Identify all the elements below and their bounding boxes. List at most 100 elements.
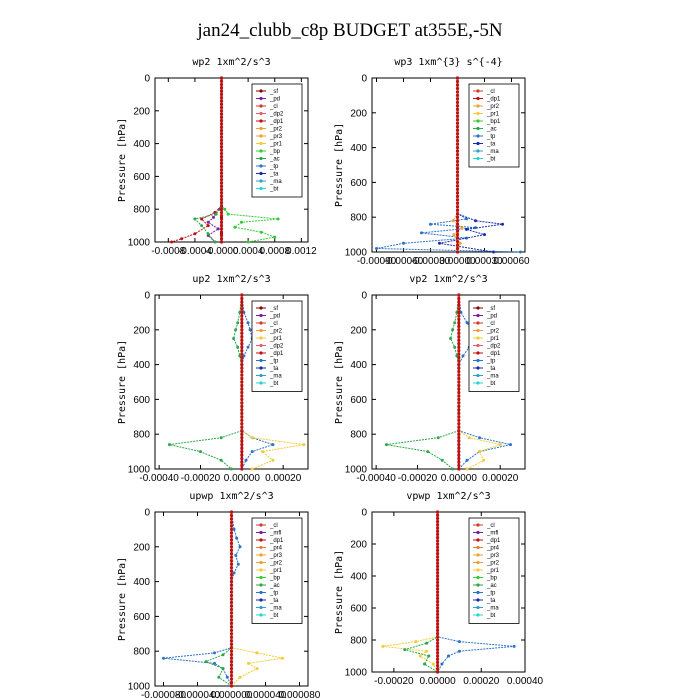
y-tick-label: 600 xyxy=(350,395,367,406)
zero-line-marker xyxy=(457,363,461,367)
zero-line-marker xyxy=(457,418,461,422)
zero-line-marker xyxy=(240,460,244,464)
zero-line-marker xyxy=(455,156,460,160)
zero-line-marker xyxy=(229,513,234,518)
zero-line-marker xyxy=(229,600,234,605)
zero-line-marker xyxy=(240,352,244,356)
plot-frame xyxy=(371,511,526,673)
zero-line-marker xyxy=(455,219,460,223)
zero-line-marker xyxy=(457,352,461,356)
data-point-tp xyxy=(236,562,240,566)
zero-line-marker xyxy=(240,366,244,370)
data-point-tp xyxy=(478,436,481,440)
panel-title: wp3 1xm^{3} s^{-4} xyxy=(394,57,502,68)
zero-line-marker xyxy=(219,135,224,139)
legend-marker-cl xyxy=(476,89,480,93)
legend-label-ac: _ac xyxy=(269,157,280,163)
zero-line-marker xyxy=(457,467,461,471)
y-tick-label: 800 xyxy=(350,213,367,224)
zero-line-marker xyxy=(435,510,440,514)
legend-marker-bt xyxy=(259,381,263,385)
zero-line-marker xyxy=(229,639,234,643)
data-point-ac xyxy=(440,458,444,462)
legend-label-ma: _ma xyxy=(269,374,282,380)
legend-label-dp2: _dp2 xyxy=(269,344,284,350)
zero-line-marker xyxy=(219,122,224,126)
data-point-pr1 xyxy=(478,450,481,454)
zero-line-marker xyxy=(240,331,244,335)
data-point-ac xyxy=(453,345,457,349)
zero-line-marker xyxy=(455,229,460,233)
zero-line-marker xyxy=(457,415,461,419)
zero-line-marker xyxy=(457,443,461,447)
x-tick-label: -0.00060 xyxy=(384,256,424,267)
zero-line-marker xyxy=(219,230,224,234)
zero-line-marker xyxy=(457,436,461,440)
data-point-tp xyxy=(447,654,450,658)
data-point-pr1 xyxy=(250,467,254,471)
data-point-tp xyxy=(244,458,248,462)
data-point-ac xyxy=(217,675,221,679)
y-tick-label: 400 xyxy=(133,139,150,150)
zero-line-marker xyxy=(435,542,440,546)
x-tick-label: 0.000040 xyxy=(245,690,287,700)
data-point-ac xyxy=(238,354,242,358)
zero-line-marker xyxy=(455,146,460,150)
legend-label-pr1: _pr1 xyxy=(269,142,283,148)
data-point-ac xyxy=(213,240,217,244)
legend-label-pr4: _pr4 xyxy=(269,546,283,552)
zero-line-marker xyxy=(435,513,440,517)
zero-line-marker xyxy=(219,86,224,90)
zero-line-marker xyxy=(435,545,440,549)
data-point-pr2 xyxy=(452,233,456,237)
x-tick-label: -0.00020 xyxy=(398,473,438,484)
zero-line-marker xyxy=(455,111,460,115)
data-point-tp xyxy=(465,458,469,462)
zero-line-marker xyxy=(455,205,460,209)
y-tick-label: 0 xyxy=(361,508,367,519)
legend-marker-dp1 xyxy=(259,119,263,123)
chart-panel-4: vp2 1xm^2/s^3 0 200 400 600 800 1000-0.00040 -0… xyxy=(334,274,526,484)
y-axis-label: Pressure [hPa] xyxy=(334,340,345,424)
x-tick-label: -0.0004 xyxy=(178,246,212,257)
zero-line-marker xyxy=(435,657,440,661)
zero-line-marker xyxy=(435,622,440,626)
zero-line-marker xyxy=(229,628,234,632)
data-point-tp xyxy=(242,354,246,358)
zero-line-marker xyxy=(240,338,244,342)
legend-label-bp1: _bp1 xyxy=(486,119,501,125)
zero-line-marker xyxy=(240,376,244,381)
data-point-tp xyxy=(420,231,423,235)
zero-line-marker xyxy=(240,321,244,325)
zero-line-marker xyxy=(455,83,460,87)
data-point-tp xyxy=(248,328,252,332)
zero-line-marker xyxy=(457,293,461,297)
data-point-dp1 xyxy=(200,217,204,221)
zero-line-marker xyxy=(229,614,234,619)
legend-marker-tp xyxy=(259,358,263,363)
y-tick-label: 200 xyxy=(350,325,367,336)
data-point-tp xyxy=(162,656,165,660)
zero-line-marker xyxy=(219,109,224,113)
legend-label-cl: _cl xyxy=(486,321,495,327)
legend-label-bt: _bt xyxy=(486,613,496,619)
zero-line-marker xyxy=(229,597,234,601)
zero-line-marker xyxy=(229,555,234,559)
series-line-ac xyxy=(204,512,232,687)
zero-line-marker xyxy=(457,342,461,346)
zero-line-marker xyxy=(219,184,224,188)
zero-line-marker xyxy=(457,331,461,335)
zero-line-marker xyxy=(240,383,244,388)
legend-label-mfl: _mfl xyxy=(486,531,498,537)
x-tick-label: -0.00020 xyxy=(374,676,414,687)
legend-label-bp: _bp xyxy=(486,576,498,582)
zero-line-marker xyxy=(240,373,244,377)
plot-frame xyxy=(371,77,526,253)
zero-line-marker xyxy=(457,296,461,301)
legend-marker-dp1 xyxy=(259,351,263,355)
zero-line-marker xyxy=(219,178,224,182)
zero-line-marker xyxy=(435,625,440,629)
zero-line-marker xyxy=(435,532,440,537)
plot-frame xyxy=(154,77,309,243)
